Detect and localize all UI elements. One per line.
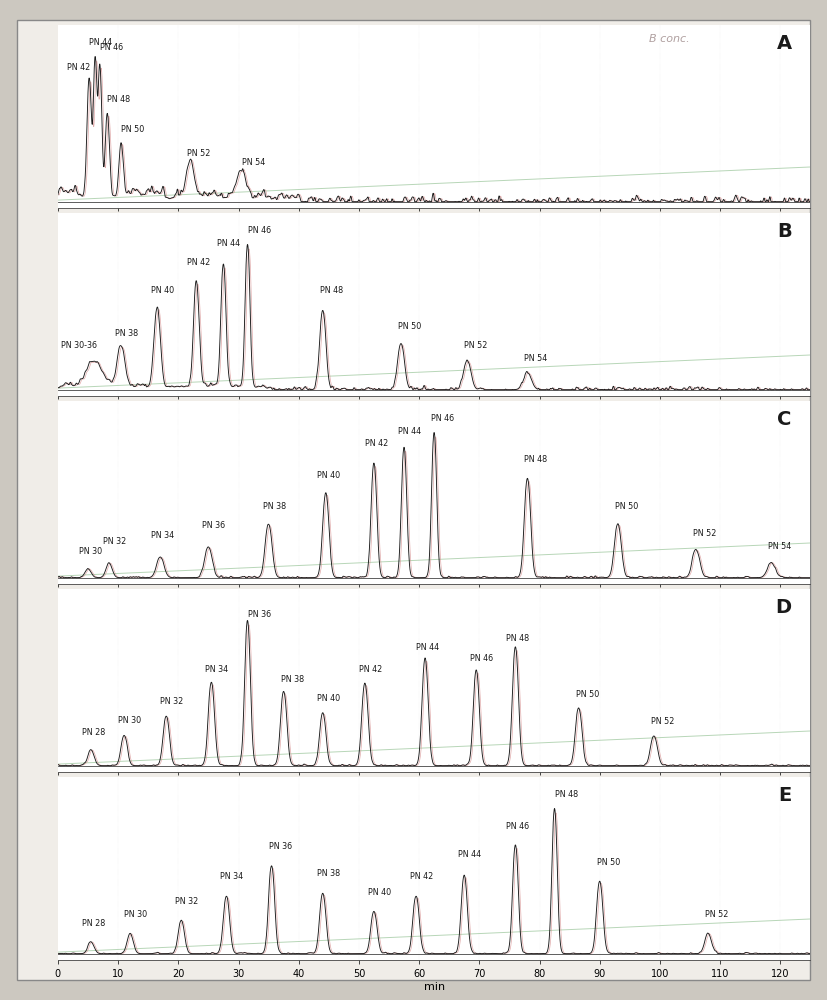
Text: E: E <box>778 786 791 805</box>
Text: PN 32: PN 32 <box>175 897 198 906</box>
Text: PN 46: PN 46 <box>431 414 454 423</box>
Text: PN 48: PN 48 <box>108 95 131 104</box>
Text: PN 30: PN 30 <box>124 910 147 919</box>
Text: PN 48: PN 48 <box>506 634 529 643</box>
Text: PN 54: PN 54 <box>241 158 265 167</box>
Text: PN 38: PN 38 <box>280 675 304 684</box>
Text: PN 32: PN 32 <box>160 697 184 706</box>
Text: PN 40: PN 40 <box>151 286 174 295</box>
Text: PN 34: PN 34 <box>221 872 244 881</box>
Text: PN 50: PN 50 <box>121 125 145 134</box>
Text: PN 48: PN 48 <box>555 790 578 799</box>
FancyBboxPatch shape <box>17 20 810 980</box>
Text: PN 42: PN 42 <box>410 872 433 881</box>
Text: PN 30: PN 30 <box>118 716 141 725</box>
Text: PN 34: PN 34 <box>205 665 228 674</box>
Text: PN 52: PN 52 <box>705 910 729 919</box>
Text: PN 30: PN 30 <box>79 547 102 556</box>
Text: PN 42: PN 42 <box>67 63 90 72</box>
Text: PN 50: PN 50 <box>614 502 638 511</box>
Text: PN 40: PN 40 <box>317 694 340 703</box>
Text: C: C <box>777 410 791 429</box>
Text: PN 44: PN 44 <box>416 643 439 652</box>
Text: PN 38: PN 38 <box>115 329 138 338</box>
Text: PN 34: PN 34 <box>151 531 174 540</box>
Text: PN 48: PN 48 <box>524 455 547 464</box>
Text: B conc.: B conc. <box>649 34 690 44</box>
Text: PN 38: PN 38 <box>263 502 285 511</box>
Text: PN 52: PN 52 <box>464 341 488 350</box>
Text: PN 50: PN 50 <box>576 690 599 699</box>
X-axis label: min: min <box>423 982 445 992</box>
Text: PN 42: PN 42 <box>359 665 382 674</box>
Text: PN 30-36: PN 30-36 <box>61 341 97 350</box>
Text: A: A <box>777 34 791 53</box>
Text: PN 50: PN 50 <box>597 858 620 867</box>
Text: PN 44: PN 44 <box>89 38 112 47</box>
Text: PN 46: PN 46 <box>471 654 494 663</box>
Text: B: B <box>777 222 791 241</box>
Text: PN 40: PN 40 <box>317 471 340 480</box>
Text: PN 46: PN 46 <box>247 226 270 235</box>
Text: PN 52: PN 52 <box>651 717 674 726</box>
Text: PN 36: PN 36 <box>203 521 226 530</box>
Text: PN 28: PN 28 <box>82 728 105 737</box>
Text: PN 44: PN 44 <box>458 850 481 859</box>
Text: PN 54: PN 54 <box>524 354 547 363</box>
Text: PN 36: PN 36 <box>269 842 292 851</box>
Text: PN 32: PN 32 <box>103 537 127 546</box>
Text: PN 38: PN 38 <box>317 869 340 878</box>
Text: PN 54: PN 54 <box>768 542 791 551</box>
Text: PN 52: PN 52 <box>693 529 716 538</box>
Text: D: D <box>776 598 791 617</box>
Text: PN 46: PN 46 <box>506 822 529 831</box>
Text: PN 42: PN 42 <box>188 258 211 267</box>
Text: PN 50: PN 50 <box>398 322 421 331</box>
Text: PN 36: PN 36 <box>247 610 270 619</box>
Text: PN 48: PN 48 <box>320 286 343 295</box>
Text: PN 40: PN 40 <box>368 888 391 897</box>
Text: PN 42: PN 42 <box>365 439 388 448</box>
Text: PN 28: PN 28 <box>82 919 105 928</box>
Text: PN 52: PN 52 <box>188 149 211 158</box>
Text: PN 46: PN 46 <box>100 43 123 52</box>
Text: PN 44: PN 44 <box>398 427 421 436</box>
Text: PN 44: PN 44 <box>218 239 241 248</box>
